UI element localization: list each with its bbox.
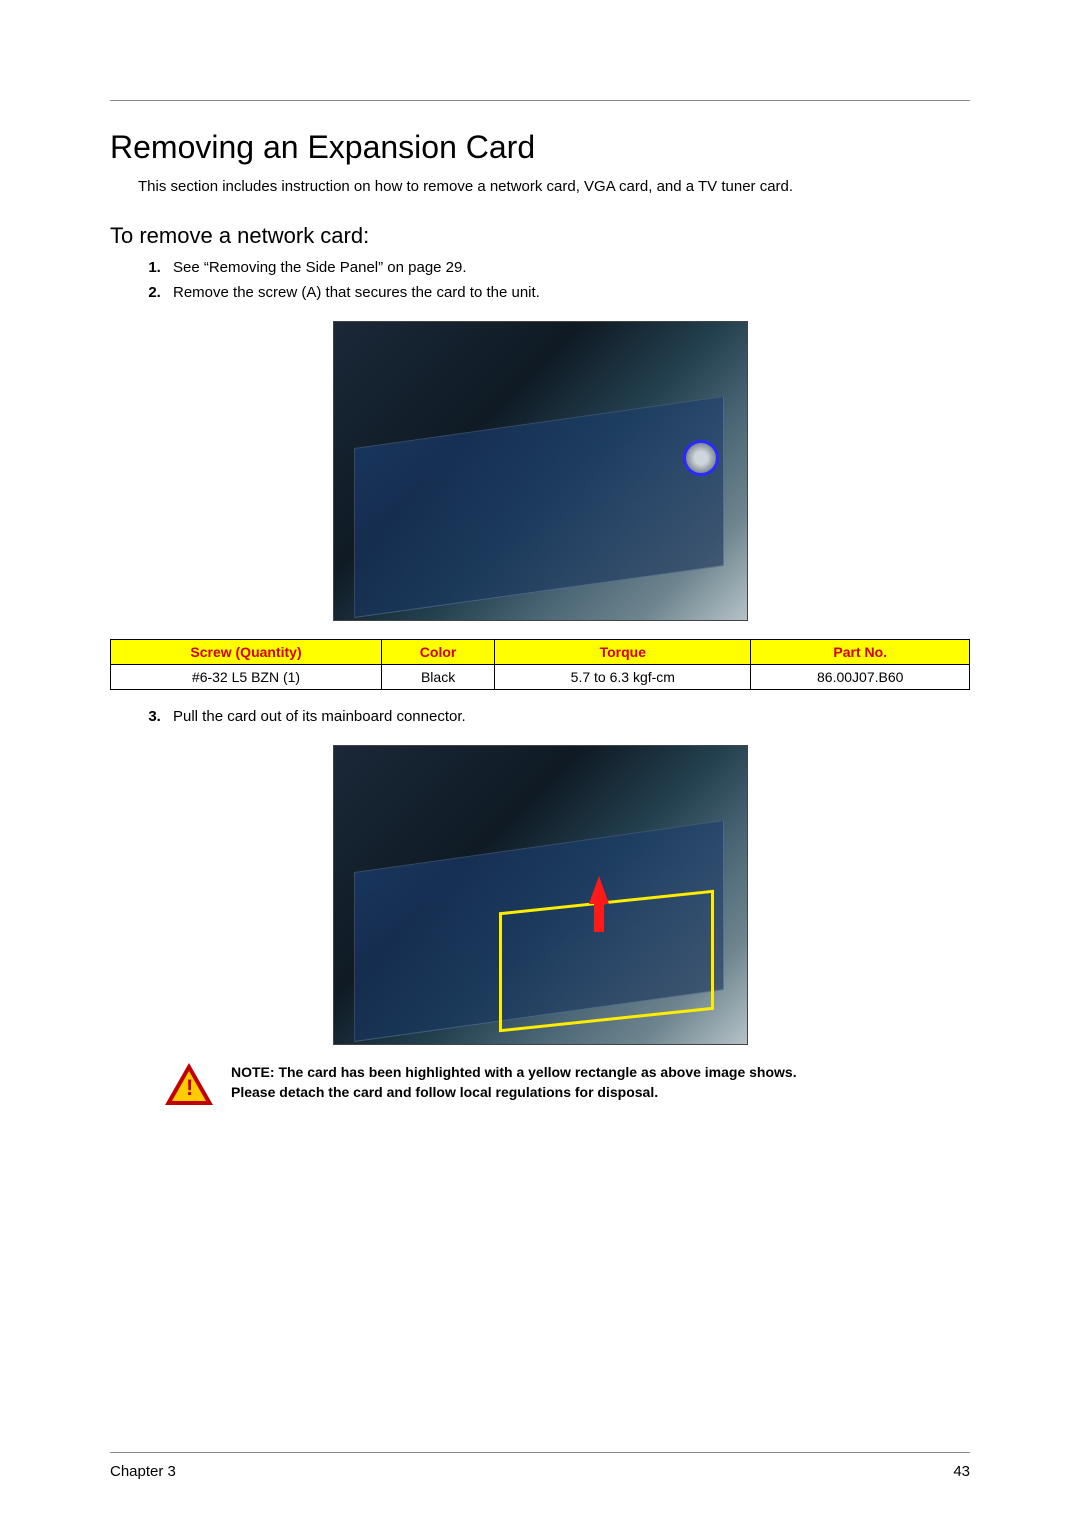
steps-list-cont: Pull the card out of its mainboard conne… <box>165 708 970 725</box>
note-block: ! NOTE: The card has been highlighted wi… <box>165 1063 970 1105</box>
page-footer: Chapter 3 43 <box>110 1452 970 1480</box>
board-overlay <box>354 396 724 618</box>
footer-page: 43 <box>953 1463 970 1480</box>
th-part: Part No. <box>751 640 970 665</box>
step-3: Pull the card out of its mainboard conne… <box>165 708 970 725</box>
screw-spec-table: Screw (Quantity) Color Torque Part No. #… <box>110 639 970 690</box>
table-header-row: Screw (Quantity) Color Torque Part No. <box>111 640 970 665</box>
footer-chapter: Chapter 3 <box>110 1463 176 1480</box>
td-torque: 5.7 to 6.3 kgf-cm <box>495 665 751 690</box>
screw-a-circle-icon <box>683 440 719 476</box>
td-screw: #6-32 L5 BZN (1) <box>111 665 382 690</box>
figure-1-image <box>333 321 748 621</box>
intro-text: This section includes instruction on how… <box>138 178 970 195</box>
note-label: NOTE: <box>231 1064 275 1080</box>
step-1: See “Removing the Side Panel” on page 29… <box>165 259 970 276</box>
figure-1 <box>110 321 970 621</box>
figure-2 <box>110 745 970 1045</box>
th-torque: Torque <box>495 640 751 665</box>
step-2: Remove the screw (A) that secures the ca… <box>165 284 970 301</box>
top-rule <box>110 100 970 101</box>
highlight-rect-icon <box>499 890 714 1033</box>
page-heading: Removing an Expansion Card <box>110 129 970 166</box>
table-row: #6-32 L5 BZN (1) Black 5.7 to 6.3 kgf-cm… <box>111 665 970 690</box>
warning-exclaim: ! <box>186 1077 193 1099</box>
up-arrow-icon <box>589 876 609 904</box>
td-color: Black <box>382 665 495 690</box>
th-color: Color <box>382 640 495 665</box>
th-screw: Screw (Quantity) <box>111 640 382 665</box>
steps-list: See “Removing the Side Panel” on page 29… <box>165 259 970 301</box>
note-text: NOTE: The card has been highlighted with… <box>231 1063 797 1102</box>
warning-icon: ! <box>165 1063 213 1105</box>
figure-2-image <box>333 745 748 1045</box>
td-part: 86.00J07.B60 <box>751 665 970 690</box>
note-line2: Please detach the card and follow local … <box>231 1084 658 1100</box>
note-line1: The card has been highlighted with a yel… <box>278 1064 796 1080</box>
section-subheading: To remove a network card: <box>110 223 970 249</box>
